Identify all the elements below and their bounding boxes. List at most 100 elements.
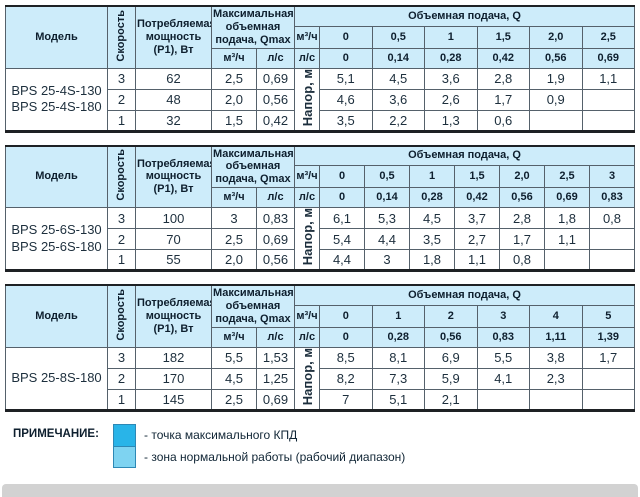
model-name: BPS 25-8S-180 <box>11 369 102 385</box>
flow-value-ls: 0,14 <box>364 187 410 208</box>
table-row: BPS 25-8S-180 3 182 5,5 1,53 Напор, м 8,5 8,1 6,… <box>5 346 635 411</box>
flow-value-ls: 0,56 <box>424 326 478 348</box>
qmax-units-ls: л/с <box>256 187 295 208</box>
col-header-flow: Объемная подача, Q <box>294 145 635 166</box>
col-header-speed: Скорость <box>107 5 136 69</box>
head-value-cell: 8,2 <box>319 367 373 390</box>
head-value-cell: 4,6 <box>319 88 373 111</box>
flow-value-m3h: 0 <box>319 165 365 188</box>
head-value-cell: 1,8 <box>409 249 455 271</box>
head-value-cell: 1,7 <box>499 228 545 250</box>
qmax-ls-cell: 0,42 <box>256 109 295 132</box>
qmax-units-ls: л/с <box>256 47 295 69</box>
head-value-cell: 5,1 <box>319 67 373 90</box>
flow-value-ls: 0,42 <box>476 47 530 69</box>
table-row: 2 48 2,0 0,56 4,6 3,6 2,6 1,7 0,9 <box>6 88 635 111</box>
flow-value-m3h: 2,0 <box>529 25 583 49</box>
flow-value-m3h: 2,5 <box>581 25 635 49</box>
head-value-cell <box>581 367 635 390</box>
head-value-cell: 7 <box>319 388 373 411</box>
qmax-ls-cell: 1,25 <box>256 367 295 390</box>
head-value-cell <box>529 109 583 132</box>
head-value-cell: 7,3 <box>371 367 425 390</box>
model-name: BPS 25-6S-130 <box>11 222 102 238</box>
header-row: Модель Скорость Потребляемая мощность (Р1)… <box>5 284 635 348</box>
head-value-cell: 3,8 <box>529 346 583 369</box>
head-value-cell: 2,8 <box>476 67 530 90</box>
table-row: BPS 25-4S-130 BPS 25-4S-180 3 62 2,5 0,69 Напо… <box>5 67 635 132</box>
power-cell: 170 <box>135 367 212 390</box>
legend-item-max-efficiency: - точка максимального КПД <box>144 427 298 442</box>
col-header-qmax: Максимальная объемная подача, Qmax <box>211 284 295 328</box>
power-cell: 32 <box>135 109 212 132</box>
header-row: м³/ч л/с л/с 0 0,14 0,28 0,42 0,56 0,69 0,83 <box>6 187 635 208</box>
qmax-ls-cell: 0,69 <box>256 388 295 411</box>
model-name: BPS 25-4S-130 <box>11 82 102 98</box>
col-header-speed: Скорость <box>107 284 136 348</box>
flow-value-m3h: 1,5 <box>476 25 530 49</box>
power-cell: 182 <box>135 346 212 369</box>
head-value-cell <box>589 228 635 250</box>
flow-value-m3h: 0,5 <box>371 25 425 49</box>
flow-units-ls: л/с <box>294 187 320 208</box>
flow-units-ls: л/с <box>294 47 320 69</box>
col-header-power: Потребляемая мощность (Р1), Вт <box>135 284 212 348</box>
speed-cell: 1 <box>107 109 136 132</box>
table-row: 1 145 2,5 0,69 7 5,1 2,1 <box>6 388 635 411</box>
power-cell: 145 <box>135 388 212 411</box>
head-value-cell: 2,1 <box>424 388 478 411</box>
pump-spec-table-3: Модель Скорость Потребляемая мощность (Р1)… <box>5 284 635 412</box>
qmax-units-ls: л/с <box>256 326 295 348</box>
power-cell: 100 <box>135 207 212 229</box>
flow-value-m3h: 2,5 <box>544 165 590 188</box>
qmax-units-m3h: м³/ч <box>211 326 257 348</box>
head-axis-label: Напор, м <box>294 207 320 271</box>
head-value-cell: 2,3 <box>529 367 583 390</box>
qmax-m3h-cell: 2,0 <box>211 249 257 271</box>
head-value-cell: 4,1 <box>476 367 530 390</box>
col-header-qmax: Максимальная объемная подача, Qmax <box>211 5 295 49</box>
flow-value-m3h: 1 <box>409 165 455 188</box>
flow-value-m3h: 0 <box>319 25 373 49</box>
flow-value-m3h: 4 <box>529 304 583 328</box>
model-cell: BPS 25-6S-130 BPS 25-6S-180 <box>5 207 108 271</box>
max-efficiency-swatch <box>113 423 136 446</box>
head-value-cell: 3,6 <box>371 88 425 111</box>
head-value-cell: 1,8 <box>544 207 590 229</box>
power-cell: 55 <box>135 249 212 271</box>
header-row: м³/ч 0 1 2 3 4 5 <box>6 304 635 328</box>
head-value-cell: 6,1 <box>319 207 365 229</box>
col-header-power: Потребляемая мощность (Р1), Вт <box>135 5 212 69</box>
horizontal-scrollbar[interactable] <box>2 484 638 497</box>
flow-value-m3h: 1,5 <box>454 165 500 188</box>
qmax-units-m3h: м³/ч <box>211 47 257 69</box>
flow-value-ls: 0,83 <box>476 326 530 348</box>
head-value-cell: 4,4 <box>364 228 410 250</box>
model-name: BPS 25-4S-180 <box>11 99 102 114</box>
legend-labels: - точка максимального КПД - зона нормаль… <box>144 424 405 468</box>
speed-cell: 2 <box>107 228 136 250</box>
header-row: м³/ч л/с л/с 0 0,28 0,56 0,83 1,11 1,39 <box>6 326 635 348</box>
speed-cell: 3 <box>107 67 136 90</box>
flow-value-m3h: 3 <box>476 304 530 328</box>
flow-units-m3h: м³/ч <box>294 304 320 328</box>
head-value-cell: 4,4 <box>319 249 365 271</box>
col-header-model: Модель <box>5 284 108 348</box>
flow-value-ls: 0,83 <box>589 187 635 208</box>
qmax-m3h-cell: 2,5 <box>211 388 257 411</box>
speed-cell: 2 <box>107 88 136 111</box>
page: Модель Скорость Потребляемая мощность (Р1)… <box>5 5 635 468</box>
head-value-cell: 5,1 <box>371 388 425 411</box>
flow-units-m3h: м³/ч <box>294 25 320 49</box>
head-value-cell: 6,9 <box>424 346 478 369</box>
head-value-cell: 3,6 <box>424 67 478 90</box>
flow-value-m3h: 0,5 <box>364 165 410 188</box>
flow-value-m3h: 3 <box>589 165 635 188</box>
pump-spec-table-1: Модель Скорость Потребляемая мощность (Р1)… <box>5 5 635 133</box>
col-header-flow: Объемная подача, Q <box>294 5 635 27</box>
speed-cell: 3 <box>107 207 136 229</box>
head-value-cell <box>529 388 583 411</box>
legend: ПРИМЕЧАНИЕ: - точка максимального КПД - … <box>13 423 635 468</box>
flow-value-ls: 0,69 <box>581 47 635 69</box>
power-cell: 48 <box>135 88 212 111</box>
